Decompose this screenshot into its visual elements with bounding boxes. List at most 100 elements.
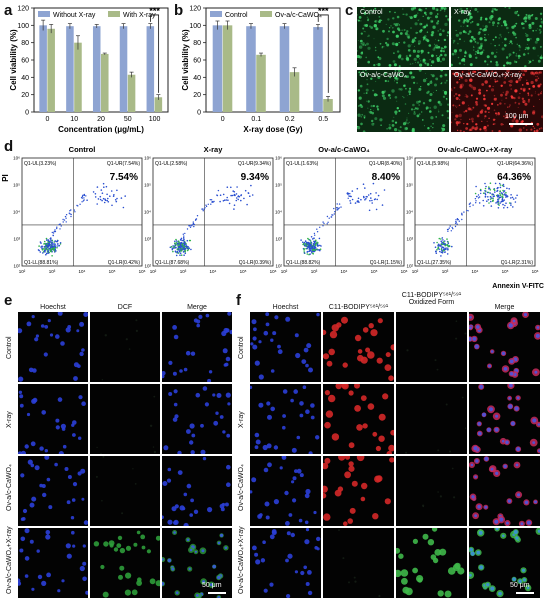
cell-field (162, 528, 232, 598)
cell (220, 533, 224, 537)
cell (477, 422, 482, 426)
fluorescence-speck (408, 93, 411, 95)
flow-event-dot (223, 199, 226, 201)
y-tick-label: 40 (193, 75, 201, 82)
fluorescence-speck (427, 127, 430, 130)
flow-event-dot (211, 201, 213, 203)
y-tick-label: 10² (406, 264, 413, 269)
fluorescence-speck (406, 34, 410, 38)
fluorescence-speck (485, 39, 487, 41)
fluorescence-speck (505, 97, 508, 100)
fluorescence-speck (377, 108, 379, 110)
flow-event-dot (316, 231, 319, 233)
flow-event-dot (450, 230, 452, 232)
flow-event-dot (38, 245, 40, 247)
cell (305, 528, 310, 532)
flow-event-dot (210, 199, 213, 201)
flow-event-dot (185, 244, 188, 246)
fluorescence-speck (401, 57, 404, 61)
fluorescence-speck (511, 84, 512, 86)
cell (102, 456, 105, 458)
flow-event-dot (171, 247, 174, 249)
fluorescence-speck (434, 43, 435, 45)
flow-event-dot (65, 221, 67, 223)
flow-event-dot (47, 243, 50, 246)
flow-event-dot (180, 254, 183, 256)
cell-field (18, 384, 88, 454)
cell (24, 528, 30, 534)
flow-event-dot (192, 221, 194, 223)
fluorescence-speck (479, 27, 482, 31)
fluorescence-speck (496, 51, 498, 53)
legend-swatch (108, 11, 120, 17)
fluorescence-speck (404, 32, 408, 36)
fluorescence-speck (385, 23, 387, 25)
fluorescence-speck (394, 110, 398, 114)
fluorescence-speck (395, 42, 399, 47)
fluorescence-speck (526, 47, 530, 51)
fluorescence-speck (486, 106, 491, 110)
fluorescence-speck (467, 107, 471, 111)
cell (490, 350, 494, 353)
image-background (250, 384, 321, 454)
fluorescence-speck (391, 26, 394, 29)
cell (422, 533, 429, 540)
fluorescence-speck (362, 70, 365, 73)
fluorescence-speck (437, 101, 440, 104)
cell-field (162, 312, 232, 382)
cell (324, 421, 331, 429)
flow-plot-frame (283, 157, 405, 267)
fluorescence-speck (468, 12, 472, 16)
fluorescence-speck (472, 49, 475, 51)
cell (291, 480, 295, 484)
flow-event-dot (502, 189, 504, 192)
fluorescence-speck (378, 16, 381, 18)
cell (534, 500, 537, 504)
y-tick-label: 60 (21, 58, 29, 65)
flow-event-dot (440, 248, 443, 250)
fluorescence-speck (455, 114, 459, 118)
cell (200, 449, 206, 454)
cell (189, 440, 194, 445)
fluorescence-speck (378, 57, 382, 60)
flow-event-dot (50, 241, 52, 243)
fluorescence-speck (382, 29, 385, 33)
fluorescence-speck (394, 25, 396, 27)
cell (356, 424, 363, 431)
fluorescence-speck (363, 11, 366, 14)
panel-f-column-header: C11-BODIPY⁵⁸¹/⁵⁹¹ (328, 304, 389, 311)
fluorescence-speck (528, 87, 531, 90)
cell (116, 543, 122, 548)
cell (348, 465, 355, 472)
cell (102, 591, 109, 598)
fluorescence-speck (469, 15, 473, 19)
fluorescence-speck (367, 100, 370, 103)
cell (31, 587, 35, 591)
fluorescence-speck (357, 126, 361, 130)
cell (167, 558, 172, 563)
fluorescence-speck (469, 63, 473, 67)
fluorescence-speck (480, 16, 483, 19)
fluorescence-speck (517, 107, 519, 108)
flow-event-dot (111, 204, 113, 207)
fluorescence-speck (484, 25, 488, 29)
fluorescence-speck (525, 32, 526, 34)
flow-event-dot (360, 198, 362, 201)
panel-f-image (469, 312, 540, 382)
cell (173, 531, 176, 534)
fluorescence-speck (446, 110, 449, 113)
cell (538, 449, 540, 453)
fluorescence-speck (397, 129, 400, 132)
fluorescence-speck (433, 105, 437, 109)
panel-e-row-label: Ov-a/c-CaWO₄ (6, 464, 13, 512)
flow-event-dot (307, 237, 309, 240)
scale-bar (516, 592, 534, 594)
fluorescence-speck (439, 9, 442, 12)
flow-event-dot (499, 196, 502, 198)
fluorescence-speck (481, 120, 483, 122)
fluorescence-speck (538, 71, 541, 74)
fluorescence-speck (505, 114, 507, 117)
cell (434, 359, 437, 362)
flow-event-dot (510, 204, 512, 206)
fluorescence-speck (434, 83, 437, 87)
